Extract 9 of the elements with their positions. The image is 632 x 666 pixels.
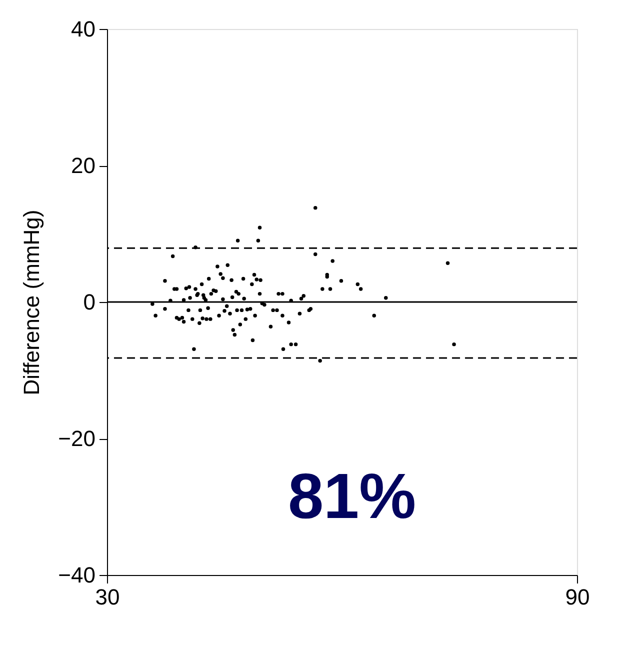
y-tick-label: 0 <box>83 290 96 314</box>
y-tick-label: 20 <box>71 153 96 178</box>
y-tick-label: 40 <box>71 16 96 42</box>
y-tick-label: −40 <box>58 562 96 588</box>
x-tick-label: 30 <box>95 584 120 610</box>
x-tick-label: 90 <box>565 584 590 610</box>
annotation: 81% <box>288 460 416 532</box>
y-axis-title: Difference (mmHg) <box>19 210 44 396</box>
y-tick-label: −20 <box>58 426 96 451</box>
